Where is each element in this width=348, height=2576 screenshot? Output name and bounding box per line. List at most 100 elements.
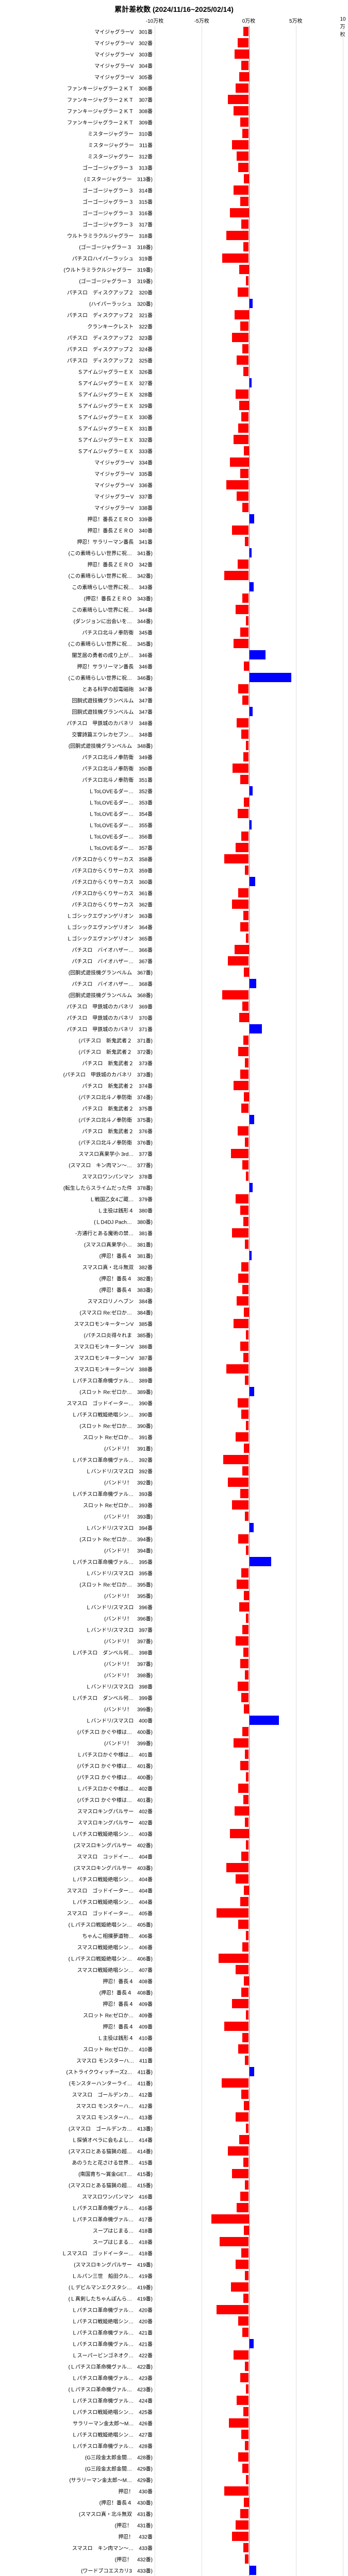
- row-label: スマスロ モンスターハ… 412番: [0, 2102, 155, 2110]
- bar: [245, 866, 248, 875]
- row-label: (この素晴らしい世界に祝… 342番): [0, 572, 155, 580]
- chart-row: 回胴式遊技機グランベルム 347番: [0, 706, 348, 717]
- bar: [240, 2192, 248, 2201]
- row-label: (ストライクウィッチーズ2… 411番): [0, 2068, 155, 2076]
- row-label: スマスロ モンスターハ… 411番: [0, 2057, 155, 2064]
- chart-row: (押忍！番長ＺＥＲＯ 343番): [0, 592, 348, 604]
- chart-row: ＳアイムジャグラーＥＸ 333番: [0, 445, 348, 456]
- bar: [249, 650, 266, 659]
- bar: [245, 2271, 248, 2280]
- row-label: パチスロ バイオハザー… 367番: [0, 957, 155, 965]
- row-label: (ミスタージャグラー 313番): [0, 175, 155, 183]
- chart-row: (スマスロキングパルサー 419番): [0, 2259, 348, 2270]
- bar: [243, 1353, 249, 1362]
- bar: [238, 163, 248, 172]
- chart-row: ＳアイムジャグラーＥＸ 330番: [0, 411, 348, 422]
- chart-row: 押忍！番長４ 409番: [0, 2021, 348, 2032]
- bar: [228, 1478, 248, 1487]
- row-label: (スロット Re:ゼロか… 394番): [0, 1535, 155, 1543]
- row-label: ミスタージャグラー 311番: [0, 141, 155, 149]
- chart-row: (Ｌパチスロ戦姫絶唱シン… 406番): [0, 1953, 348, 1964]
- bar: [211, 2214, 249, 2224]
- row-label: スマスロ モンスターハ… 413番: [0, 2113, 155, 2121]
- bar: [217, 2305, 248, 2314]
- chart-row: スマスロ ゴールデンカ… 412番: [0, 2089, 348, 2100]
- bar: [228, 95, 248, 104]
- bar: [240, 1206, 248, 1215]
- chart-row: ちゃんこ相撲夢道物… 406番: [0, 1930, 348, 1941]
- row-label: スマスロモンキーターンV 388番: [0, 1365, 155, 1373]
- bar: [236, 605, 249, 614]
- chart-row: 押忍！サラリーマン番長 346番: [0, 660, 348, 672]
- bar: [238, 423, 248, 433]
- chart-row: ＳアイムジャグラーＥＸ 326番: [0, 366, 348, 377]
- row-label: スマスロ戦姫絶唱シン… 407番: [0, 1966, 155, 1974]
- row-label: ＬToLOVEるダー… 356番: [0, 833, 155, 840]
- row-label: Ｌ戦国乙女4ご蔵… 379番: [0, 1195, 155, 1203]
- chart-row: (パチスロ北斗ノ拳防衛 376番): [0, 1137, 348, 1148]
- bar: [249, 1557, 272, 1566]
- chart-row: (バンドリ！ 398番): [0, 1669, 348, 1681]
- chart-row: Ｌパチスロ戦姫絶唱シン… 404番: [0, 1896, 348, 1907]
- chart-row: Ｌパチスロ革命機ヴァル… 423番: [0, 2372, 348, 2383]
- bar: [244, 1976, 248, 1986]
- row-label: (バンドリ！ 399番): [0, 1705, 155, 1713]
- row-label: Ｌパチスロ戦姫絶唱シン… 403番: [0, 1830, 155, 1838]
- bar: [234, 1081, 248, 1090]
- row-label: Ｌパチスロかぐや様は… 402番: [0, 1785, 155, 1792]
- chart-row: (バンドリ！ 399番): [0, 1703, 348, 1715]
- bar: [249, 1183, 253, 1192]
- bar: [224, 571, 248, 580]
- chart-row: Ｌバンドリ/スマスロ 392番: [0, 1465, 348, 1477]
- chart-row: (パチスロ かぐや様は… 400番): [0, 1771, 348, 1783]
- bar: [244, 1444, 248, 1453]
- chart-row: (ウルトラミラクルジャグラー 319番): [0, 264, 348, 275]
- bar: [249, 1387, 255, 1396]
- chart-row: (パチスロ かぐや様は… 400番): [0, 1726, 348, 1737]
- row-label: Ｌパチスロ ダンベル何… 398番: [0, 1649, 155, 1656]
- row-label: (パチスロ北斗ノ拳防衛 374番): [0, 1093, 155, 1101]
- row-label: (ダンジョンに出会いを… 344番): [0, 617, 155, 625]
- bar: [243, 2543, 249, 2552]
- chart-row: 交響詩篇エウレカセブン… 348番: [0, 728, 348, 740]
- bar: [249, 673, 291, 682]
- bar: [241, 2430, 249, 2439]
- row-label: スマスロ コッドイー… 404番: [0, 1853, 155, 1860]
- row-label: 闇芝居の勇者の成り上が… 346番: [0, 651, 155, 659]
- chart-row: (バンドリ！ 394番): [0, 1545, 348, 1556]
- chart-row: パチスロからくりサーカス 360番: [0, 876, 348, 887]
- row-label: Ｌパチスロ革命機ヴァル… 423番: [0, 2374, 155, 2382]
- bar: [239, 1013, 248, 1022]
- bar: [242, 1625, 249, 1634]
- bar: [241, 1852, 249, 1861]
- row-label: Ｌパチスロ革命機ヴァル… 421番: [0, 2340, 155, 2348]
- chart-row: Ｌゴシックエヴァンゲリオン 364番: [0, 921, 348, 933]
- chart-row: スマスロキングパルサー 402番: [0, 1805, 348, 1817]
- row-label: 押忍！番長４ 409番: [0, 2000, 155, 2008]
- row-label: マイジャグラーV 334番: [0, 459, 155, 466]
- row-label: スマスロ ゴッドイーター… 404番: [0, 1887, 155, 1894]
- chart-row: パチスロ北斗ノ拳防衛 349番: [0, 751, 348, 762]
- bar: [244, 1886, 248, 1895]
- row-label: (ＬD4DJ Pach… 380番): [0, 1218, 155, 1226]
- bar: [236, 1194, 249, 1204]
- row-label: (バンドリ！ 399番): [0, 1739, 155, 1747]
- bar: [238, 1920, 248, 1929]
- row-label: Ｌパチスロ戦姫絶唱シン… 427番: [0, 2431, 155, 2438]
- chart-row: サラリーマン金太郎〜M… 426番: [0, 2417, 348, 2429]
- bar: [239, 265, 248, 274]
- chart-row: (バンドリ！ 397番): [0, 1658, 348, 1669]
- row-label: Ｌパチスロ革命機ヴァル… 392番: [0, 1456, 155, 1464]
- bar: [240, 775, 248, 784]
- chart-row: スマスロ戦姫絶唱シン… 406番: [0, 1941, 348, 1953]
- row-label: スマスロキングパルサー 402番: [0, 1819, 155, 1826]
- chart-row: マイジャグラーV 336番: [0, 479, 348, 490]
- bar: [240, 1342, 248, 1351]
- bar: [228, 2146, 248, 2156]
- row-label: パチスロ 甲鉄城のカバネリ 348番: [0, 719, 155, 727]
- row-label: (バンドリ！ 397番): [0, 1637, 155, 1645]
- chart-row: パチスロ北斗ノ拳防衛 345番: [0, 626, 348, 638]
- chart-row: パチスロ北斗ノ拳防衛 350番: [0, 762, 348, 774]
- bar: [234, 1319, 248, 1328]
- chart-row: 押忍！番長ＺＥＲＯ 342番: [0, 558, 348, 570]
